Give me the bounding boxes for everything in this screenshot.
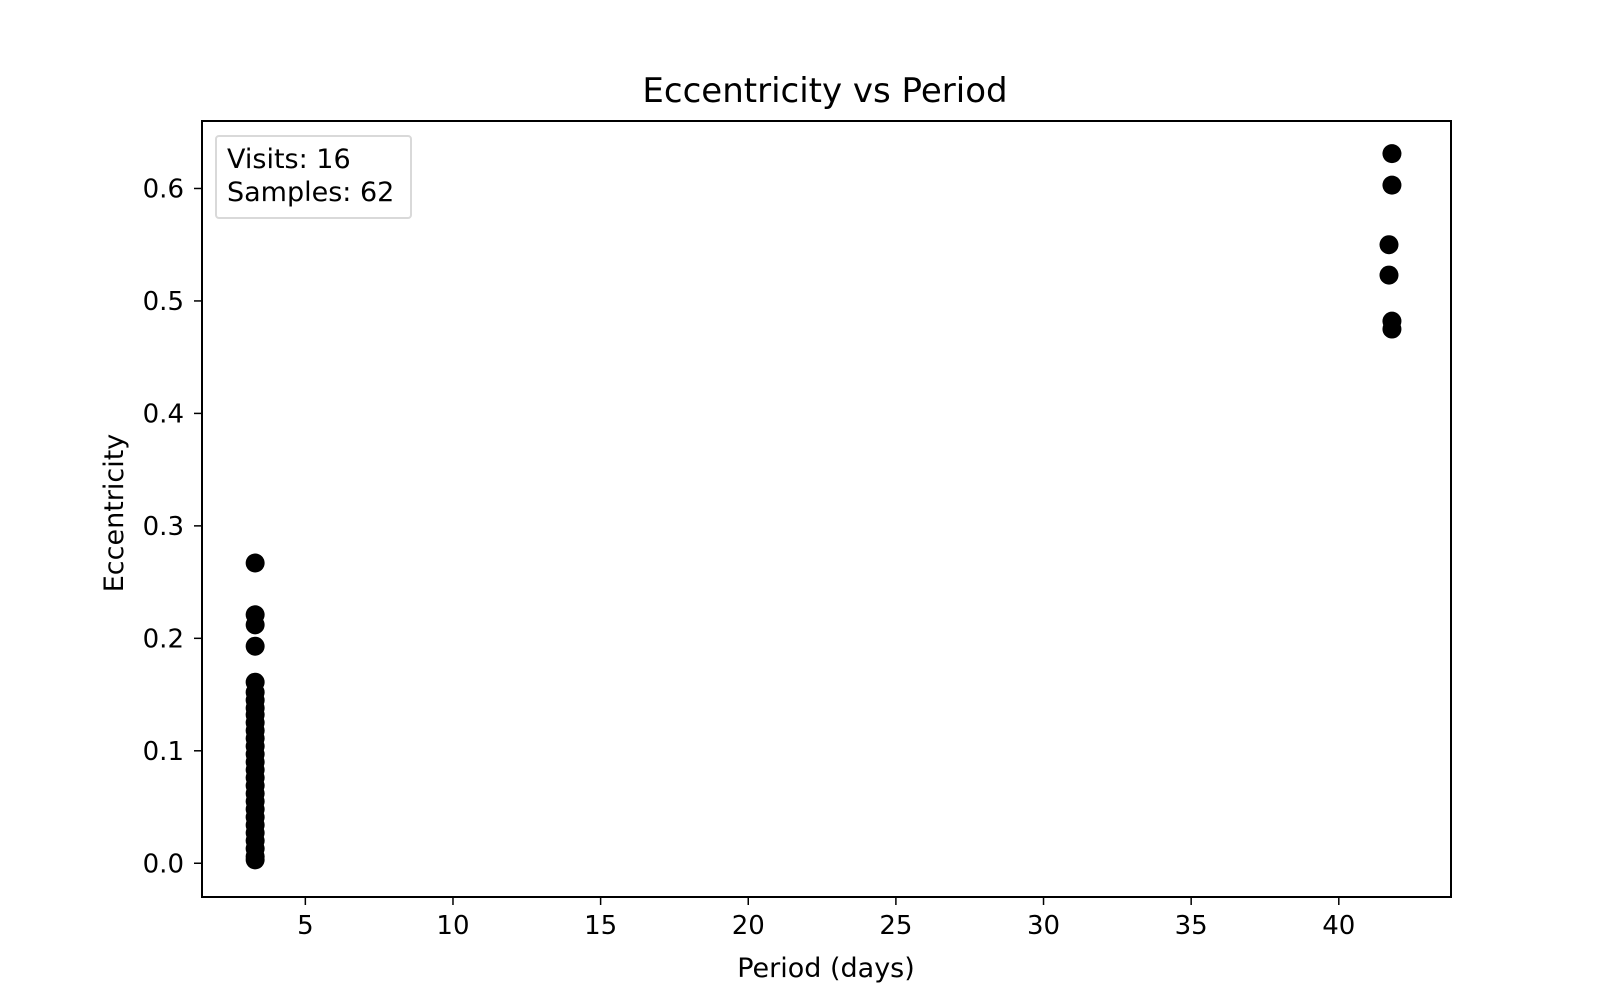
chart-title: Eccentricity vs Period: [642, 71, 1007, 111]
y-tick-label: 0.5: [143, 287, 184, 317]
x-tick-label: 40: [1322, 911, 1355, 941]
legend-visits: Visits: 16: [227, 144, 351, 175]
y-tick-label: 0.3: [143, 512, 184, 542]
y-tick-label: 0.1: [143, 737, 184, 767]
scatter-point: [245, 636, 265, 656]
y-axis-label: Eccentricity: [99, 434, 130, 593]
y-tick-label: 0.2: [143, 624, 184, 654]
legend-box: [215, 135, 412, 219]
scatter-point: [1379, 235, 1399, 255]
scatter-point: [1382, 144, 1402, 164]
data-points: [245, 144, 1402, 870]
plot-area-frame: [201, 120, 1452, 898]
x-tick-label: 20: [732, 911, 765, 941]
x-tick-label: 10: [436, 911, 469, 941]
scatter-point: [245, 615, 265, 635]
legend-samples: Samples: 62: [227, 177, 394, 208]
axis-ticks: 5 10 15 20 25 30 35 40 0.0 0.1 0.2 0.3 0.4 0.5 0.6: [143, 174, 1356, 941]
x-tick-label: 30: [1027, 911, 1060, 941]
scatter-point: [1382, 175, 1402, 195]
x-tick-label: 15: [584, 911, 617, 941]
scatter-point: [1379, 265, 1399, 285]
legend: Visits: 16 Samples: 62: [215, 135, 412, 219]
x-axis-label: Period (days): [737, 953, 915, 984]
y-tick-label: 0.4: [143, 399, 184, 429]
x-tick-label: 25: [879, 911, 912, 941]
scatter-point: [245, 553, 265, 573]
x-tick-label: 35: [1175, 911, 1208, 941]
y-tick-label: 0.0: [143, 849, 184, 879]
scatter-point: [245, 850, 265, 870]
x-tick-label: 5: [297, 911, 314, 941]
scatter-point: [1382, 319, 1402, 339]
y-tick-label: 0.6: [143, 174, 184, 204]
